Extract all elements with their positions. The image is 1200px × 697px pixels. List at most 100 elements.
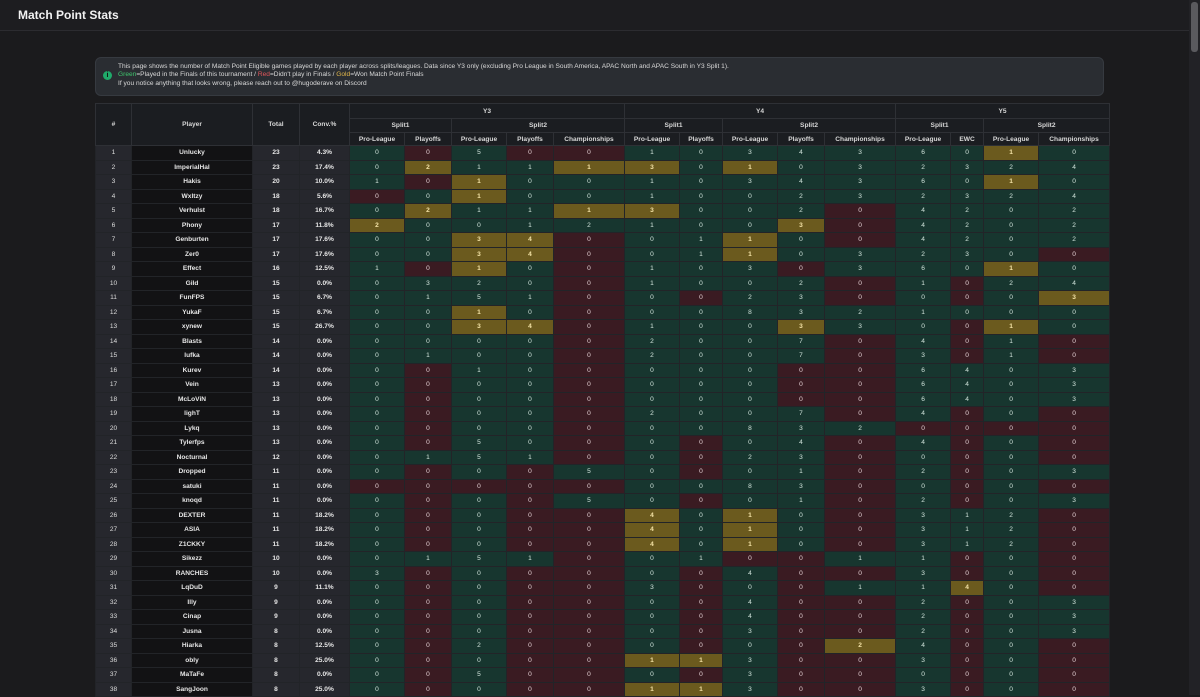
games-cell: 6 <box>895 362 952 378</box>
event-header[interactable]: Pro-League <box>895 132 952 146</box>
rank-cell: 29 <box>95 551 132 567</box>
games-cell: 0 <box>824 449 897 465</box>
event-header[interactable]: Playoffs <box>679 132 724 146</box>
games-cell: 0 <box>722 464 779 480</box>
rank-cell: 20 <box>95 420 132 436</box>
games-cell: 0 <box>349 232 405 248</box>
split-header: Split2 <box>450 118 626 133</box>
games-cell: 0 <box>679 174 724 190</box>
page-scrollbar[interactable] <box>1189 0 1200 695</box>
games-cell: 0 <box>552 594 626 610</box>
games-cell: 2 <box>895 493 952 509</box>
games-cell: 0 <box>349 290 405 306</box>
games-cell: 0 <box>552 348 626 364</box>
event-header[interactable]: Pro-League <box>451 132 507 146</box>
games-cell: 3 <box>722 145 779 161</box>
conversion-cell: 0.0% <box>299 435 350 451</box>
games-cell: 0 <box>506 261 554 277</box>
games-cell: 0 <box>679 493 724 509</box>
table-row: 13 xynew 15 26.7% 0 0 3 4 0 1 0 0 3 3 0 0 1 0 <box>95 319 1111 335</box>
event-header[interactable]: Championships <box>1038 132 1111 146</box>
games-cell: 1 <box>451 261 507 277</box>
player-name-cell: Tylerfps <box>131 435 253 451</box>
games-cell: 0 <box>777 159 826 175</box>
conversion-cell: 25.0% <box>299 681 350 697</box>
event-header[interactable]: Championships <box>552 132 626 146</box>
games-cell: 0 <box>624 420 681 436</box>
games-cell: 4 <box>950 580 985 596</box>
event-header[interactable]: Pro-League <box>722 132 779 146</box>
games-cell: 0 <box>506 638 554 654</box>
col-conv-header[interactable]: Conv.% <box>299 103 350 146</box>
games-cell: 0 <box>895 420 952 436</box>
total-cell: 23 <box>252 145 300 161</box>
event-header[interactable]: Playoffs <box>404 132 452 146</box>
games-cell: 0 <box>506 507 554 523</box>
player-name-cell: Lykq <box>131 420 253 436</box>
stats-table-container[interactable]: # Player Total Conv.% Y3 Y4 Y5 Split1 Split… <box>95 103 1111 697</box>
conversion-cell: 4.3% <box>299 145 350 161</box>
rank-cell: 3 <box>95 174 132 190</box>
player-name-cell: Phony <box>131 217 253 233</box>
games-cell: 2 <box>895 609 952 625</box>
legend-green: Green <box>118 71 137 79</box>
rank-cell: 10 <box>95 275 132 291</box>
games-cell: 0 <box>624 478 681 494</box>
games-cell: 3 <box>451 246 507 262</box>
event-header[interactable]: Playoffs <box>777 132 826 146</box>
games-cell: 0 <box>679 348 724 364</box>
rank-cell: 9 <box>95 261 132 277</box>
games-cell: 0 <box>679 507 724 523</box>
player-name-cell: Dropped <box>131 464 253 480</box>
conversion-cell: 0.0% <box>299 623 350 639</box>
games-cell: 0 <box>349 594 405 610</box>
games-cell: 0 <box>679 290 724 306</box>
games-cell: 1 <box>624 681 681 697</box>
games-cell: 0 <box>451 464 507 480</box>
games-cell: 0 <box>1038 667 1111 683</box>
event-header[interactable]: Pro-League <box>349 132 405 146</box>
games-cell: 0 <box>506 478 554 494</box>
games-cell: 2 <box>552 217 626 233</box>
games-cell: 0 <box>506 377 554 393</box>
games-cell: 3 <box>777 420 826 436</box>
header-years-row: # Player Total Conv.% Y3 Y4 Y5 <box>95 103 1111 146</box>
games-cell: 3 <box>824 145 897 161</box>
rank-cell: 22 <box>95 449 132 465</box>
table-row: 12 YukaF 15 6.7% 0 0 1 0 0 0 0 8 3 2 1 0 0 0 <box>95 304 1111 320</box>
event-header[interactable]: Pro-League <box>624 132 681 146</box>
games-cell: 1 <box>624 174 681 190</box>
games-cell: 0 <box>824 478 897 494</box>
col-total-header[interactable]: Total <box>252 103 300 146</box>
table-row: 30 RANCHES 10 0.0% 3 0 0 0 0 0 0 4 0 0 3 0 0 0 <box>95 565 1111 581</box>
scrollbar-thumb[interactable] <box>1191 2 1198 52</box>
event-header[interactable]: EWC <box>950 132 985 146</box>
games-cell: 0 <box>1038 536 1111 552</box>
event-header[interactable]: Pro-League <box>983 132 1040 146</box>
legend-gold: Gold <box>336 71 351 79</box>
games-cell: 4 <box>895 406 952 422</box>
games-cell: 3 <box>824 174 897 190</box>
games-cell: 1 <box>722 507 779 523</box>
rank-cell: 1 <box>95 145 132 161</box>
games-cell: 0 <box>404 493 452 509</box>
games-cell: 0 <box>722 406 779 422</box>
games-cell: 4 <box>506 246 554 262</box>
games-cell: 4 <box>777 174 826 190</box>
player-name-cell: satuki <box>131 478 253 494</box>
games-cell: 3 <box>1038 609 1111 625</box>
col-rank-header[interactable]: # <box>95 103 132 146</box>
col-player-header[interactable]: Player <box>131 103 253 146</box>
games-cell: 4 <box>1038 188 1111 204</box>
games-cell: 3 <box>1038 290 1111 306</box>
games-cell: 0 <box>451 652 507 668</box>
conversion-cell: 0.0% <box>299 594 350 610</box>
games-cell: 0 <box>1038 246 1111 262</box>
games-cell: 1 <box>983 261 1040 277</box>
games-cell: 1 <box>679 652 724 668</box>
event-header[interactable]: Championships <box>824 132 897 146</box>
event-header[interactable]: Playoffs <box>506 132 554 146</box>
games-cell: 1 <box>950 507 985 523</box>
games-cell: 2 <box>983 159 1040 175</box>
games-cell: 0 <box>349 507 405 523</box>
